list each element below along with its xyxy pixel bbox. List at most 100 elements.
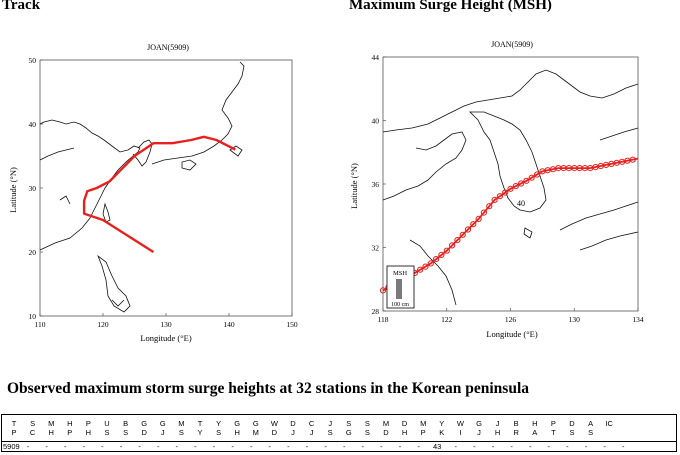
table-cell: - [417,442,420,451]
track-ytick-label: 50 [29,56,37,65]
column-header: U S [104,419,110,437]
column-header: B R [513,419,519,437]
surge-table-row: 5909 - - - - - - - - - - - - - - - - - - - - - - 43 - - - - - - - - - - [2,442,676,452]
column-header: C J [308,419,315,437]
table-cell: - [101,442,104,451]
track-xlabel: Longitude (°E) [140,333,191,343]
msh-track-marker [449,242,456,249]
column-header: T Y [197,419,203,437]
msh-xtick-label: 134 [632,315,644,324]
table-cell: - [528,442,532,451]
column-header: S G [345,419,352,437]
column-header: H A [532,419,538,437]
msh-xtick-label: 118 [378,315,389,324]
msh-track-marker [417,266,424,273]
column-header: D H [401,419,408,437]
table-cell: - [194,442,197,451]
table-cell: - [510,442,513,451]
msh-legend: MSH 100 cm [386,265,415,309]
msh-coastlines [382,69,639,306]
msh-track-marker [486,203,493,210]
track-map: JOAN(5909) 110 120 130 140 150 10 20 30 40 50 Lon… [8,43,298,343]
msh-track-marker [507,185,514,192]
msh-track-marker [454,237,461,244]
msh-value-label: 40 [517,199,525,208]
column-header: G J [476,419,482,437]
track-xtick-label: 130 [160,320,172,329]
msh-track-marker [438,251,445,258]
table-cell: - [473,442,476,451]
column-header: W D [270,419,278,437]
column-header: Y S [216,419,222,437]
column-header: M P [420,419,427,437]
column-header: M D [382,419,390,437]
row-label: 5909 [3,442,20,451]
table-cell: - [268,442,272,451]
track-ticks: 110 120 130 140 150 10 20 30 40 50 [29,56,298,329]
table-cell: - [119,442,123,451]
table-cell: - [566,442,569,451]
table-cell: - [287,442,290,451]
table-cell: - [212,442,216,451]
msh-ytick-label: 36 [372,180,380,189]
column-header: M S [178,419,185,437]
msh-ytick-label: 32 [372,244,380,253]
msh-xtick-label: 126 [505,315,517,324]
column-header: A S [588,419,594,437]
track-heading: Track [2,0,41,13]
msh-legend-label: MSH [393,270,407,277]
msh-ytick-label: 40 [372,117,380,126]
table-cell: - [491,442,495,451]
table-cell: - [26,442,30,451]
table-cell: 43 [433,442,442,451]
track-ytick-label: 40 [29,120,37,129]
track-xtick-label: 150 [286,320,298,329]
table-cell: - [175,442,179,451]
column-header: D S [569,419,575,437]
msh-track-marker [459,231,466,238]
table-cell: - [45,442,48,451]
table-cell: - [603,442,606,451]
track-xtick-label: 140 [223,320,235,329]
msh-track-marker [443,247,450,254]
msh-track-marker [427,260,434,267]
table-cell: - [398,442,402,451]
track-ytick-label: 20 [29,248,37,257]
table-cell: - [138,442,141,451]
msh-track-marker [523,177,530,184]
column-header: D J [290,419,296,437]
observed-heading: Observed maximum storm surge heights at … [7,380,529,397]
column-header: G J [159,419,166,437]
track-ylabel: Latitude (°N) [8,167,18,213]
column-header: Y K [439,419,445,437]
track-coastlines [39,61,245,313]
msh-xtick-label: 122 [441,315,453,324]
msh-track-marker [502,189,509,196]
msh-track-marker [491,196,498,203]
msh-track-marker [433,256,440,263]
msh-ytick-label: 44 [372,53,380,62]
table-cell: - [454,442,458,451]
msh-track-marker [464,226,472,233]
msh-legend-scale: 100 cm [391,302,409,308]
msh-track-line [382,157,639,292]
msh-track-marker [422,263,429,270]
msh-track-marker [512,183,519,190]
table-cell: - [305,442,309,451]
table-cell: - [361,442,365,451]
column-header: P H [85,419,92,437]
msh-track-marker [480,209,487,216]
msh-track-marker [470,221,477,228]
msh-track-marker [475,215,482,222]
track-ytick-label: 10 [29,312,37,321]
msh-track-marker [629,156,636,163]
column-header: G M [252,419,259,437]
column-header: P T [550,419,556,437]
column-header: J H [494,419,501,437]
column-header: S S [364,419,370,437]
table-cell: - [584,442,588,451]
table-cell: - [82,442,86,451]
column-header: T P [11,419,17,437]
